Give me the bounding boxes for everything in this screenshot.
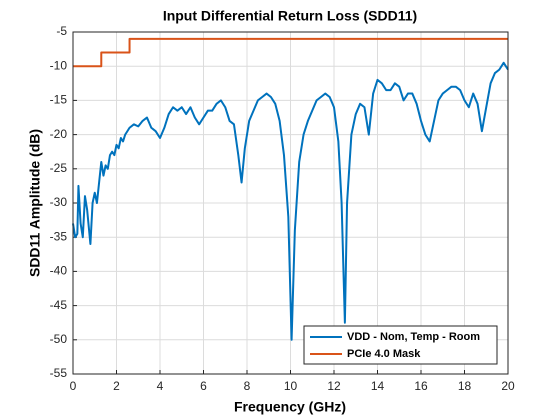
chart-title: Input Differential Return Loss (SDD11) [163, 8, 417, 24]
y-axis-label: SDD11 Amplitude (dB) [27, 129, 43, 277]
y-tick-label: -25 [50, 161, 68, 175]
plot-frame [72, 31, 509, 375]
y-tick-label: -35 [50, 229, 68, 243]
y-tick-label: -20 [50, 127, 68, 141]
x-tick-label: 14 [371, 379, 385, 393]
series-line [73, 37, 508, 68]
x-tick-label: 0 [70, 379, 77, 393]
legend-box [303, 325, 498, 365]
y-tick-label: -40 [50, 264, 68, 278]
y-tick-label: -55 [50, 366, 68, 380]
legend-label: VDD - Nom, Temp - Room [347, 331, 480, 343]
y-tick-label: -10 [50, 58, 68, 72]
y-tick-label: -5 [56, 24, 67, 38]
y-tick-label: -50 [50, 332, 68, 346]
x-axis-label: Frequency (GHz) [234, 399, 346, 415]
legend-label: PCIe 4.0 Mask [347, 348, 421, 360]
y-tick-label: -45 [50, 298, 68, 312]
y-tick-label: -15 [50, 93, 68, 107]
y-tick-label: -30 [50, 195, 68, 209]
x-tick-label: 16 [414, 379, 428, 393]
x-tick-label: 10 [284, 379, 298, 393]
x-tick-label: 4 [157, 379, 164, 393]
x-tick-label: 18 [458, 379, 472, 393]
series-line [72, 61, 509, 341]
x-tick-label: 12 [327, 379, 341, 393]
x-tick-label: 2 [113, 379, 120, 393]
x-tick-label: 20 [501, 379, 515, 393]
x-tick-label: 6 [200, 379, 207, 393]
x-tick-label: 8 [244, 379, 251, 393]
